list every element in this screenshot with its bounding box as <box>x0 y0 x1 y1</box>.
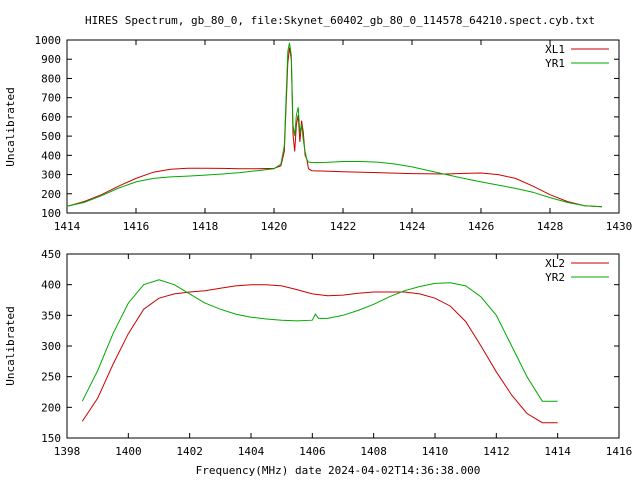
x-tick-label: 1416 <box>123 220 150 233</box>
x-tick-label: 1424 <box>399 220 426 233</box>
x-tick-label: 1398 <box>54 445 81 458</box>
x-axis-label: Frequency(MHz) date 2024-04-02T14:36:38.… <box>196 464 481 477</box>
x-tick-label: 1400 <box>115 445 142 458</box>
chart-title: HIRES Spectrum, gb_80_0, file:Skynet_604… <box>85 14 595 27</box>
y-tick-label: 300 <box>41 169 61 182</box>
x-tick-label: 1416 <box>606 445 633 458</box>
x-tick-label: 1414 <box>544 445 571 458</box>
x-tick-label: 1406 <box>299 445 326 458</box>
x-tick-label: 1414 <box>54 220 81 233</box>
y-tick-label: 800 <box>41 72 61 85</box>
x-tick-label: 1402 <box>176 445 203 458</box>
y-tick-label: 100 <box>41 207 61 220</box>
x-tick-label: 1408 <box>360 445 387 458</box>
y-tick-label: 250 <box>41 371 61 384</box>
legend-label-xl2: XL2 <box>545 257 565 270</box>
plot-frame <box>66 253 620 439</box>
y-tick-label: 700 <box>41 92 61 105</box>
series-line-xl1 <box>66 47 602 208</box>
plot-frame <box>66 39 620 214</box>
y-tick-label: 400 <box>41 279 61 292</box>
legend-label-yr2: YR2 <box>545 271 565 284</box>
series-line-xl2 <box>81 284 558 424</box>
x-tick-label: 1404 <box>238 445 265 458</box>
x-tick-label: 1428 <box>537 220 564 233</box>
y-tick-label: 350 <box>41 309 61 322</box>
x-tick-label: 1420 <box>261 220 288 233</box>
y-tick-label: 600 <box>41 111 61 124</box>
y-axis-label: Uncalibrated <box>4 306 17 385</box>
x-tick-label: 1418 <box>192 220 219 233</box>
legend-label-xl1: XL1 <box>545 43 565 56</box>
y-tick-label: 500 <box>41 130 61 143</box>
y-tick-label: 200 <box>41 401 61 414</box>
x-tick-label: 1410 <box>422 445 449 458</box>
y-axis-label: Uncalibrated <box>4 87 17 166</box>
x-tick-label: 1422 <box>330 220 357 233</box>
y-tick-label: 200 <box>41 188 61 201</box>
y-tick-label: 900 <box>41 53 61 66</box>
series-line-yr1 <box>66 42 602 208</box>
y-tick-label: 450 <box>41 248 61 261</box>
y-tick-label: 1000 <box>35 34 62 47</box>
upper-spectrum-chart: 1414 1416 1418 1420 1422 1424 1426 1428 1430 100 2… <box>4 34 632 233</box>
x-tick-label: 1412 <box>483 445 510 458</box>
legend-label-yr1: YR1 <box>545 57 565 70</box>
x-tick-label: 1430 <box>606 220 633 233</box>
y-tick-label: 300 <box>41 340 61 353</box>
x-tick-label: 1426 <box>468 220 495 233</box>
lower-spectrum-chart: 1398 1400 1402 1404 1406 1408 1410 1412 1414 1416… <box>4 248 632 458</box>
y-tick-label: 400 <box>41 149 61 162</box>
series-line-yr2 <box>81 279 558 402</box>
y-tick-label: 150 <box>41 432 61 445</box>
